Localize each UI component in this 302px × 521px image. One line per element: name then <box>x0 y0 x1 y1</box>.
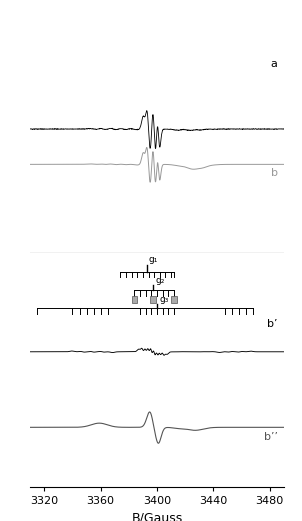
Text: b’: b’ <box>267 319 278 329</box>
Text: b: b <box>271 168 278 178</box>
Text: b’’: b’’ <box>264 432 278 442</box>
Text: g₁: g₁ <box>149 255 158 264</box>
X-axis label: B/Gauss: B/Gauss <box>131 512 183 521</box>
Text: g₃: g₃ <box>160 295 169 304</box>
FancyBboxPatch shape <box>132 296 137 303</box>
Text: g₂: g₂ <box>156 276 165 285</box>
Text: a: a <box>271 59 278 69</box>
FancyBboxPatch shape <box>150 296 156 303</box>
FancyBboxPatch shape <box>171 296 177 303</box>
